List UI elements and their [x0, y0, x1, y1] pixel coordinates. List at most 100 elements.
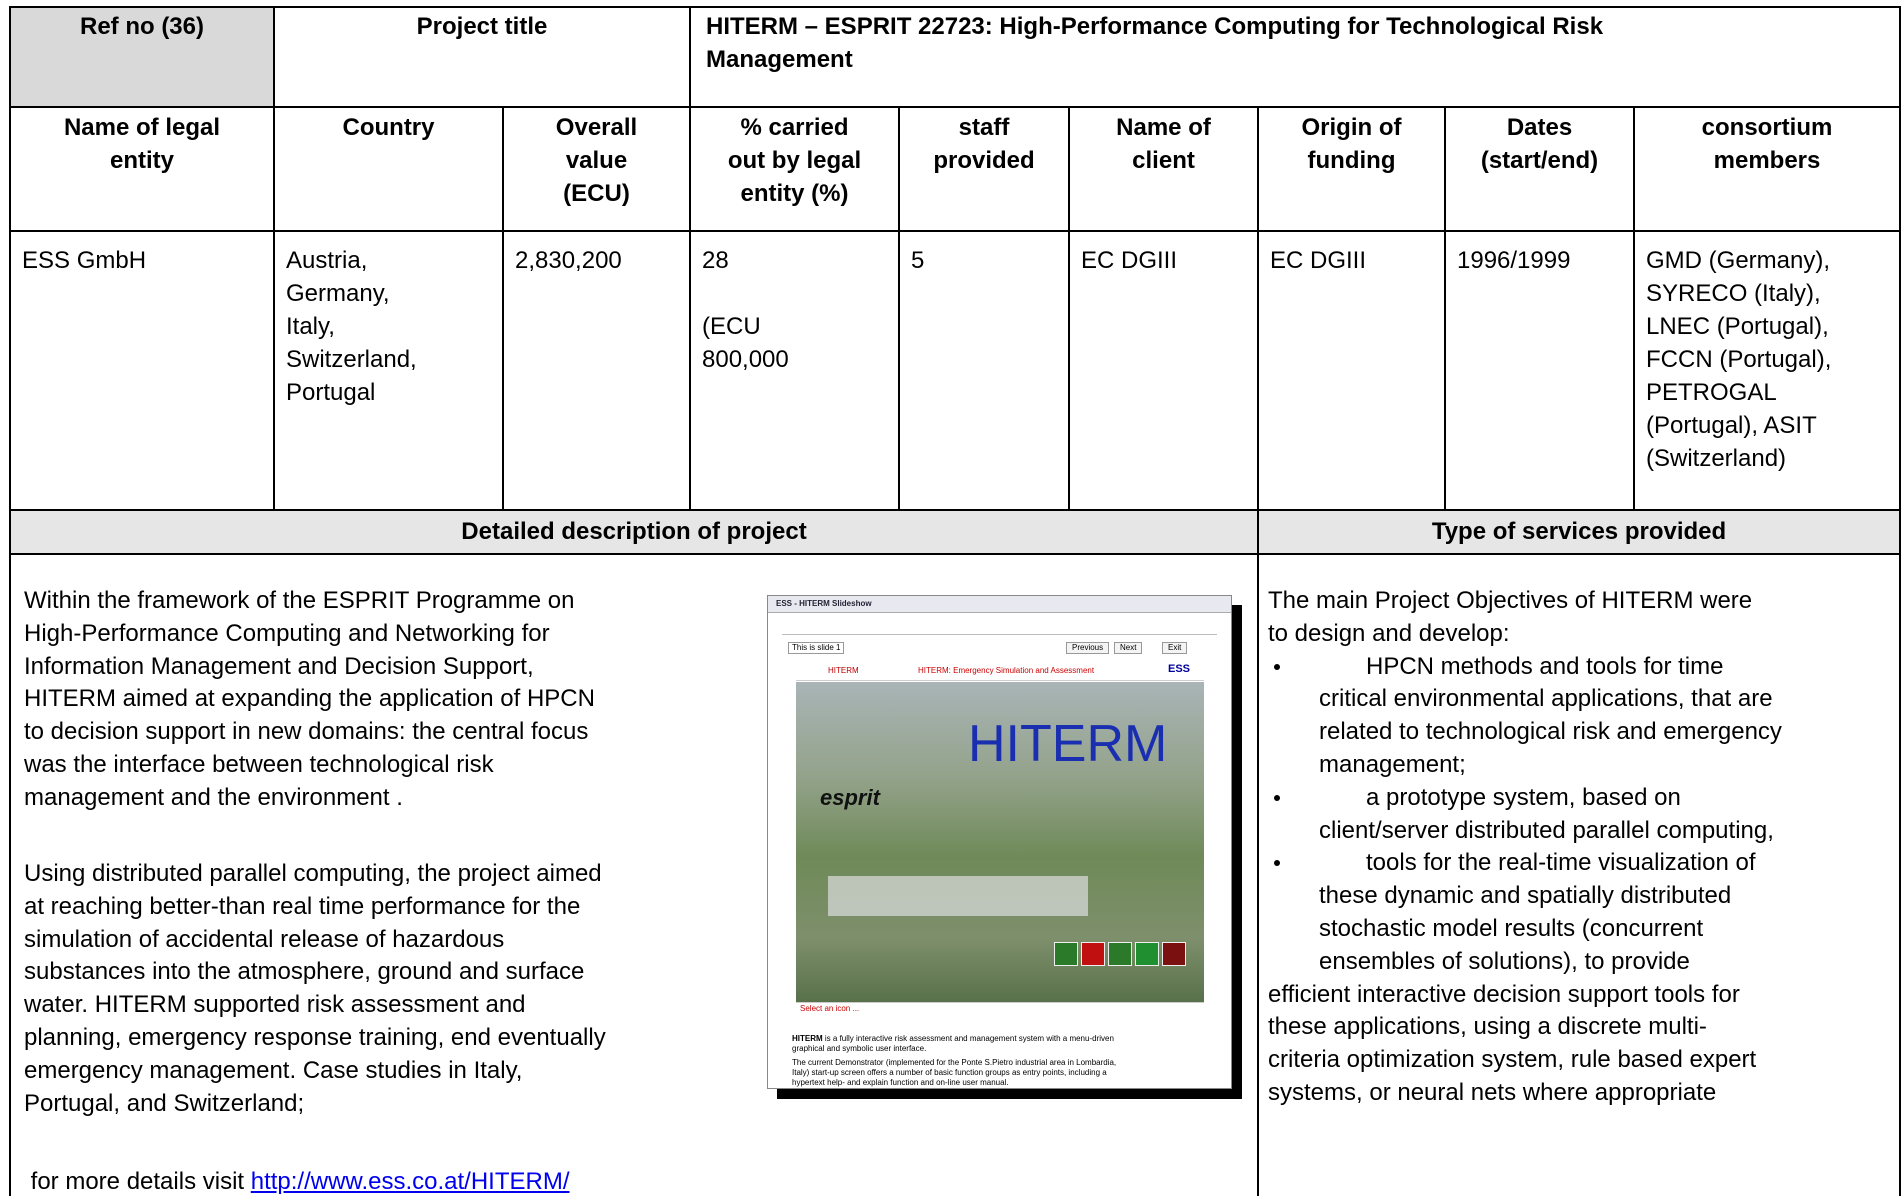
- paragraph-line: at reaching better-than real time perfor…: [24, 892, 581, 920]
- bullet: [1274, 663, 1280, 670]
- cell-text: Portugal: [286, 379, 376, 406]
- column-header: Overall: [555, 114, 638, 141]
- paragraph-line: management and the environment .: [24, 783, 403, 811]
- column-header: value: [565, 147, 628, 174]
- paragraph-line: to design and develop:: [1268, 619, 1510, 647]
- paragraph-line: these applications, using a discrete mul…: [1268, 1013, 1707, 1041]
- bullet: [1274, 794, 1280, 801]
- button: Exit: [1162, 642, 1188, 654]
- column-header: Country: [342, 114, 435, 141]
- logo-text: esprit: [820, 785, 880, 810]
- link-prefix: for more details visit: [24, 1168, 251, 1195]
- column-header: (ECU): [563, 180, 630, 207]
- link[interactable]: http://www.ess.co.at/HITERM/: [250, 1168, 570, 1195]
- banner-left: HITERM: [828, 666, 859, 675]
- big-title: HITERM: [968, 715, 1168, 773]
- ref-no: Ref no (36): [79, 13, 204, 40]
- column-header: out by legal: [727, 147, 862, 174]
- column-header: (start/end): [1480, 147, 1599, 174]
- rule: [1633, 107, 1635, 510]
- button: Next: [1114, 642, 1143, 654]
- cell-text: 2,830,200: [515, 247, 622, 274]
- rule: [1444, 107, 1446, 510]
- rule: [9, 553, 1901, 555]
- caption-text: is a fully interactive risk assessment a…: [822, 1034, 1114, 1043]
- icon: [1135, 942, 1159, 966]
- icon: [1162, 942, 1186, 966]
- cell-text: SYRECO (Italy),: [1646, 280, 1821, 307]
- rule: [502, 107, 504, 510]
- bullet-line: tools for the real-time visualization of: [1366, 849, 1756, 877]
- window-title: ESS - HITERM Slideshow: [776, 599, 872, 608]
- paragraph-line: simulation of accidental release of haza…: [24, 925, 505, 953]
- column-header: members: [1713, 147, 1821, 174]
- icon: [1081, 942, 1105, 966]
- status: Select an icon ...: [800, 1004, 860, 1013]
- bullet-line: ensembles of solutions), to provide: [1319, 947, 1690, 975]
- caption-line: hypertext help- and explain function and…: [792, 1078, 1009, 1087]
- paragraph-line: emergency management. Case studies in It…: [24, 1056, 523, 1084]
- project-title: Management: [706, 46, 853, 73]
- cell-text: (Portugal), ASIT: [1646, 412, 1817, 439]
- column-header: funding: [1307, 147, 1396, 174]
- rule: [9, 106, 1901, 108]
- cell-text: (ECU: [702, 313, 761, 340]
- project-title: HITERM – ESPRIT 22723: High-Performance …: [706, 13, 1604, 40]
- screenshot: ESS - HITERM Slideshow This is slide 1 Pre…: [767, 595, 1232, 1089]
- paragraph-line: criteria optimization system, rule based…: [1268, 1046, 1757, 1074]
- cell-text: FCCN (Portugal),: [1646, 346, 1832, 373]
- cell-text: (Switzerland): [1646, 445, 1787, 472]
- bullet-line: related to technological risk and emerge…: [1319, 718, 1782, 746]
- rule: [9, 509, 1901, 511]
- bullet-line: a prototype system, based on: [1366, 783, 1681, 811]
- paragraph-line: water. HITERM supported risk assessment …: [24, 991, 526, 1019]
- paragraph-line: was the interface between technological …: [24, 751, 494, 778]
- paragraph-line: The main Project Objectives of HITERM we…: [1268, 587, 1753, 614]
- cell-text: Germany,: [286, 280, 390, 307]
- caption-text: HITERM: [792, 1034, 823, 1043]
- rule: [1257, 510, 1259, 1196]
- rule: [898, 107, 900, 510]
- column-header: provided: [933, 147, 1035, 174]
- column-header: % carried: [740, 114, 849, 141]
- paragraph-line: Within the framework of the ESPRIT Progr…: [24, 587, 575, 614]
- bullet-line: stochastic model results (concurrent: [1319, 915, 1704, 942]
- cell-text: Switzerland,: [286, 346, 417, 373]
- column-header: Name of: [1116, 114, 1211, 141]
- rule: [689, 107, 691, 510]
- cell-text: Austria,: [286, 247, 368, 274]
- paragraph-line: HITERM aimed at expanding the applicatio…: [24, 685, 595, 713]
- caption-line: graphical and symbolic user interface.: [792, 1044, 926, 1054]
- caption-text: graphical and symbolic user interface.: [792, 1044, 927, 1053]
- status-bar: [796, 1002, 1204, 1017]
- column-header: consortium: [1701, 114, 1833, 141]
- column-header: Name of legal: [63, 114, 221, 141]
- cell-text: 800,000: [702, 346, 789, 373]
- rule: [9, 230, 1901, 232]
- button: Previous: [1066, 642, 1110, 654]
- caption-line: Italy) start-up screen offers a number o…: [792, 1068, 1107, 1077]
- bullet-line: these dynamic and spatially distributed: [1319, 882, 1732, 910]
- bullet-line: client/server distributed parallel compu…: [1319, 816, 1774, 844]
- paragraph-line: Using distributed parallel computing, th…: [24, 860, 602, 887]
- caption-line: The current Demonstrator (implemented fo…: [792, 1058, 1117, 1067]
- paragraph-line: High-Performance Computing and Networkin…: [24, 619, 550, 647]
- section-bg: [10, 510, 1900, 554]
- cell-text: EC DGIII: [1270, 247, 1367, 274]
- column-header: client: [1132, 147, 1195, 174]
- cell-text: Italy,: [286, 313, 335, 340]
- caption-line: HITERM is a fully interactive risk asses…: [792, 1034, 1114, 1044]
- paragraph-line: planning, emergency response training, e…: [24, 1024, 606, 1051]
- cell-text: GMD (Germany),: [1646, 247, 1831, 274]
- cell-text: 28: [702, 247, 729, 274]
- rule: [9, 6, 1901, 8]
- column-header: Origin of: [1301, 114, 1402, 141]
- paragraph-line: systems, or neural nets where appropriat…: [1268, 1079, 1717, 1106]
- cell-text: 5: [911, 247, 925, 274]
- column-header: Dates: [1506, 114, 1573, 141]
- select: This is slide 1: [788, 642, 845, 654]
- cell-text: LNEC (Portugal),: [1646, 313, 1829, 340]
- cell-text: PETROGAL: [1646, 379, 1777, 406]
- cell-text: 1996/1999: [1457, 247, 1571, 274]
